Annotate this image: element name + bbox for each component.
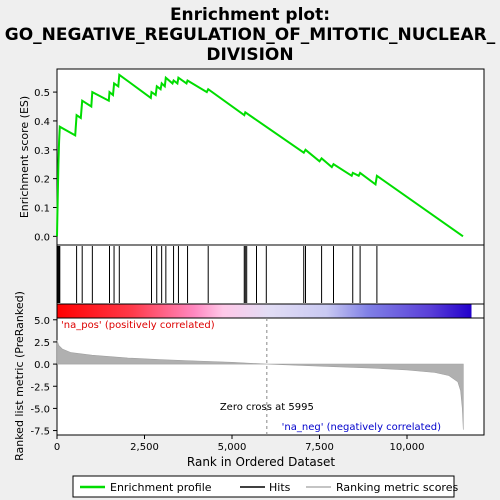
pos-correlated-label: 'na_pos' (positively correlated): [61, 320, 215, 331]
rank-tick-label: 2.5: [34, 338, 50, 349]
title-line-2: GO_NEGATIVE_REGULATION_OF_MITOTIC_NUCLEA…: [5, 25, 496, 45]
x-axis-label: Rank in Ordered Dataset: [187, 455, 335, 469]
legend-hits-label: Hits: [269, 481, 291, 494]
title-line-1: Enrichment plot:: [170, 5, 330, 25]
x-tick-label: 10,000: [390, 442, 425, 453]
legend-enrichment-label: Enrichment profile: [110, 481, 212, 494]
chart-title: Enrichment plot: GO_NEGATIVE_REGULATION_…: [5, 5, 496, 65]
ranking-gradient: [57, 304, 472, 318]
x-tick-label: 0: [54, 442, 60, 453]
neg-correlated-label: 'na_neg' (negatively correlated): [282, 422, 441, 433]
es-tick-label: 0.1: [34, 203, 50, 214]
x-axis: 0 2,500 5,000 7,500 10,000: [54, 435, 425, 453]
rank-tick-label: -5.0: [30, 404, 50, 415]
es-tick-label: 0.0: [34, 232, 50, 243]
hits-group: [56, 246, 378, 303]
legend: Enrichment profile Hits Ranking metric s…: [72, 475, 458, 498]
rank-tick-label: -7.5: [30, 427, 50, 438]
rank-tick-label: 0.0: [34, 360, 50, 371]
rank-panel: [56, 317, 485, 436]
es-tick-label: 0.2: [34, 175, 50, 186]
rank-axis-label: Ranked list metric (PreRanked): [13, 291, 26, 461]
es-tick-label: 0.3: [34, 146, 50, 157]
x-tick-label: 7,500: [305, 442, 334, 453]
es-axis: 0.0 0.1 0.2 0.3 0.4 0.5: [34, 88, 57, 243]
es-tick-label: 0.5: [34, 88, 50, 99]
rank-axis: 5.0 2.5 0.0 -2.5 -5.0 -7.5: [30, 316, 57, 438]
legend-ranking-label: Ranking metric scores: [336, 481, 458, 494]
es-tick-label: 0.4: [34, 117, 50, 128]
rank-tick-label: 5.0: [34, 316, 50, 327]
es-panel: [56, 68, 485, 246]
ranking-metric-area: [56, 340, 464, 430]
x-tick-label: 2,500: [130, 442, 159, 453]
es-axis-label: Enrichment score (ES): [18, 96, 31, 218]
title-line-3: DIVISION: [206, 45, 293, 65]
hits-panel: [56, 244, 485, 305]
zero-cross-label: Zero cross at 5995: [220, 402, 314, 413]
rank-tick-label: -2.5: [30, 382, 50, 393]
enrichment-profile-line: [56, 72, 464, 238]
x-tick-label: 5,000: [218, 442, 247, 453]
